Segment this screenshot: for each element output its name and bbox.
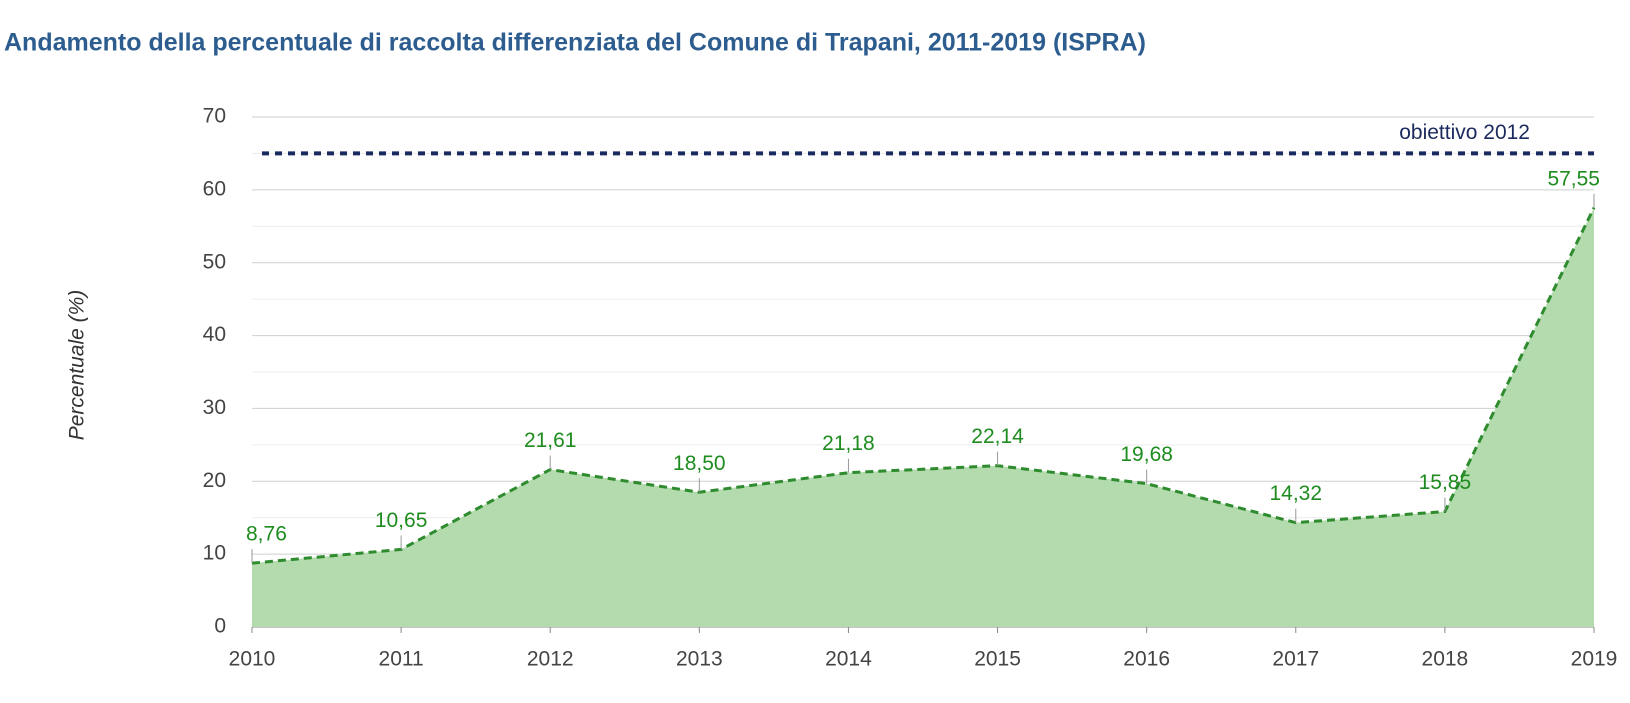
x-tick-label: 2011 (379, 648, 424, 671)
y-tick-label: 30 (203, 396, 226, 419)
y-tick-label: 10 (203, 542, 226, 565)
data-label: 19,68 (1120, 443, 1173, 466)
x-tick-label: 2015 (974, 648, 1021, 671)
x-tick-label: 2019 (1571, 648, 1618, 671)
x-tick-label: 2012 (527, 648, 574, 671)
y-tick-label: 70 (203, 105, 226, 128)
y-tick-label: 40 (203, 323, 226, 346)
reference-label: obiettivo 2012 (1399, 121, 1530, 144)
y-axis-label: Percentuale (%) (66, 290, 89, 441)
data-label: 18,50 (673, 452, 726, 475)
x-tick-label: 2013 (676, 648, 723, 671)
data-label: 22,14 (971, 425, 1024, 448)
y-tick-label: 0 (214, 615, 226, 638)
data-label: 21,18 (822, 432, 875, 455)
chart-title: Andamento della percentuale di raccolta … (4, 29, 1146, 57)
y-tick-label: 60 (203, 177, 226, 200)
x-tick-label: 2014 (825, 648, 872, 671)
data-label: 57,55 (1547, 167, 1600, 190)
line (251, 207, 1596, 565)
x-tick-label: 2010 (229, 648, 276, 671)
x-tick-label: 2017 (1272, 648, 1319, 671)
data-label: 21,61 (524, 429, 577, 452)
area (252, 207, 1594, 627)
x-tick-label: 2018 (1422, 648, 1469, 671)
x-tick-label: 2016 (1123, 648, 1170, 671)
data-label: 14,32 (1269, 482, 1322, 505)
y-tick-label: 50 (203, 250, 226, 273)
data-label: 8,76 (246, 523, 287, 546)
data-label: 15,85 (1419, 471, 1472, 494)
data-label: 10,65 (375, 509, 428, 532)
y-tick-label: 20 (203, 469, 226, 492)
